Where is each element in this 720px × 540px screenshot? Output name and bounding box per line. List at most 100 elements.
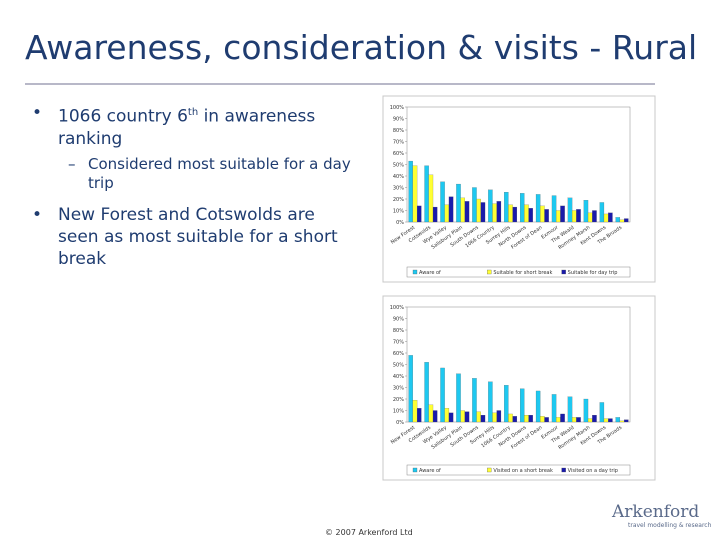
bar	[424, 165, 429, 223]
bar	[480, 415, 486, 423]
superscript: th	[187, 107, 199, 118]
bar	[556, 210, 561, 223]
legend-swatch	[561, 467, 566, 473]
bar	[456, 373, 461, 423]
bar	[444, 204, 450, 223]
legend-swatch	[487, 269, 492, 275]
bar	[528, 415, 533, 423]
bar	[408, 355, 413, 423]
bar	[464, 411, 470, 423]
y-tick-label: 50%	[393, 363, 404, 369]
bar	[476, 198, 481, 223]
title-rule	[25, 83, 655, 85]
footer: © 2007 Arkenford Ltd	[325, 528, 413, 537]
bar	[540, 205, 545, 223]
bar	[480, 202, 486, 223]
bullet: 1066 country 6th in awareness ranking	[32, 102, 358, 150]
bar	[583, 398, 589, 423]
bullet-text: in awareness ranking	[58, 106, 316, 149]
bar	[608, 212, 613, 223]
bar	[456, 183, 461, 223]
bar	[432, 410, 438, 423]
bar	[615, 217, 621, 223]
bar	[448, 412, 454, 423]
y-tick-label: 80%	[393, 128, 404, 134]
bar	[524, 204, 529, 223]
bar	[460, 197, 465, 223]
bar	[535, 194, 541, 223]
bar	[592, 415, 597, 423]
logo-tagline: travel modelling & research	[628, 522, 712, 529]
bar	[560, 413, 565, 423]
bar	[587, 418, 593, 423]
legend-label: Visited on a day trip	[568, 468, 618, 474]
bar	[412, 400, 418, 423]
legend-frame	[406, 266, 631, 278]
y-tick-label: 20%	[393, 397, 404, 403]
bar	[416, 205, 422, 223]
bar	[624, 419, 629, 423]
y-tick-label: 10%	[393, 409, 404, 415]
bar	[492, 412, 497, 423]
y-tick-label: 0%	[396, 220, 404, 226]
bar	[448, 196, 454, 223]
bar	[492, 203, 497, 223]
bar	[567, 197, 573, 223]
bar	[567, 396, 573, 423]
bar	[464, 201, 470, 223]
y-tick-label: 30%	[393, 186, 404, 192]
y-tick-label: 60%	[393, 151, 404, 157]
bar	[556, 417, 561, 423]
bar	[603, 213, 609, 223]
legend-frame	[406, 464, 631, 476]
bar	[599, 402, 605, 423]
y-tick-label: 50%	[393, 163, 404, 169]
y-tick-label: 10%	[393, 209, 404, 215]
bar	[432, 206, 438, 223]
y-tick-label: 100%	[390, 305, 405, 311]
legend-label: Aware of	[419, 468, 441, 474]
bar	[519, 388, 525, 423]
bar	[551, 195, 557, 223]
slide-title: Awareness, consideration & visits - Rura…	[25, 28, 698, 67]
legend-label: Suitable for short break	[493, 270, 552, 276]
y-tick-label: 0%	[396, 420, 404, 426]
bar	[504, 385, 509, 423]
bar	[412, 165, 418, 223]
y-tick-label: 20%	[393, 197, 404, 203]
legend-swatch	[412, 269, 418, 275]
bar	[572, 417, 577, 423]
bar	[504, 192, 509, 223]
bar	[440, 367, 445, 423]
bar	[488, 381, 493, 423]
y-tick-label: 100%	[390, 105, 405, 111]
bullet-text: 1066 country 6	[58, 106, 188, 127]
bar	[576, 209, 581, 223]
bar	[496, 201, 502, 223]
y-tick-label: 90%	[393, 317, 404, 323]
legend-swatch	[412, 467, 418, 473]
bar	[619, 420, 625, 423]
y-tick-label: 70%	[393, 340, 404, 346]
bar	[592, 210, 597, 223]
y-tick-label: 80%	[393, 328, 404, 334]
bar	[608, 418, 613, 423]
bar	[619, 219, 625, 223]
legend-label: Suitable for day trip	[568, 270, 618, 276]
bar	[472, 187, 477, 223]
bar	[603, 418, 609, 423]
y-tick-label: 90%	[393, 117, 404, 123]
bar	[587, 212, 593, 223]
bar	[544, 209, 549, 223]
bar	[444, 408, 450, 423]
bullet: New Forest and Cotswolds are seen as mos…	[32, 204, 358, 270]
bar	[535, 390, 541, 423]
bar	[476, 411, 481, 423]
bar	[416, 408, 422, 423]
bar	[560, 205, 565, 223]
legend-label: Aware of	[419, 270, 441, 276]
bar	[528, 208, 533, 223]
bar	[408, 160, 413, 223]
y-tick-label: 40%	[393, 174, 404, 180]
bar	[583, 200, 589, 223]
